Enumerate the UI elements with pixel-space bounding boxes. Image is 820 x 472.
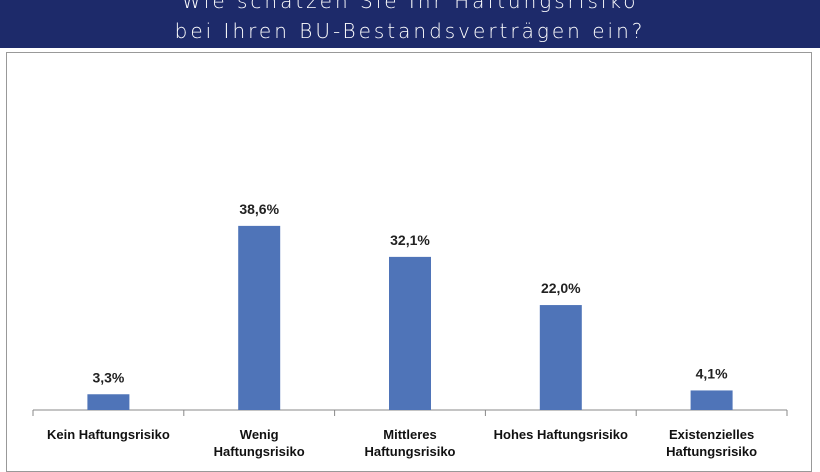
bar [87,394,130,410]
bar [690,390,733,410]
value-label: 32,1% [390,232,430,248]
x-tick-label: Wenig Haftungsrisiko [213,427,305,459]
value-label: 22,0% [541,280,581,296]
x-tick-label: Hohes Haftungsrisiko [493,427,628,442]
x-tick-label: Kein Haftungsrisiko [46,427,170,442]
value-label: 3,3% [92,369,124,385]
header: Wie schätzen Sie Ihr Haftungsrisiko bei … [0,0,820,48]
chart: 3,3% 38,6% 32,1% 22,0% 4,1% [32,201,788,416]
x-tick-label: Mittleres Haftungsrisiko [364,427,456,459]
bar [238,225,281,410]
bar [539,305,582,410]
title-line: bei Ihren BU-Bestandsverträgen ein? [174,19,646,43]
x-tick-label: Existenzielles Haftungsrisiko [666,427,758,459]
bar [389,256,431,410]
value-label: 38,6% [239,201,279,217]
title-line: Wie schätzen Sie Ihr Haftungsrisiko [181,0,639,13]
value-label: 4,1% [696,365,728,381]
